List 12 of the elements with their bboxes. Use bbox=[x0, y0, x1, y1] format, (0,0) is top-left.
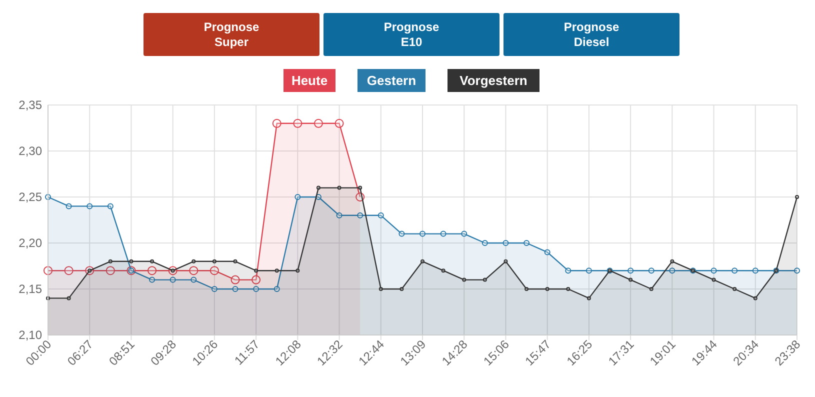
y-tick-label: 2,25 bbox=[18, 190, 42, 204]
y-tick-label: 2,35 bbox=[18, 98, 42, 112]
y-tick-label: 2,30 bbox=[18, 144, 42, 158]
text: Gestern bbox=[366, 73, 416, 88]
y-tick-label: 2,20 bbox=[18, 236, 42, 250]
text: Heute bbox=[291, 73, 328, 88]
text: Prognose Diesel bbox=[564, 20, 620, 49]
text: Vorgestern bbox=[460, 73, 528, 88]
text: Prognose Super bbox=[204, 20, 260, 49]
y-tick-label: 2,10 bbox=[18, 328, 42, 342]
y-tick-label: 2,15 bbox=[18, 282, 42, 296]
text: Prognose E10 bbox=[384, 20, 440, 49]
